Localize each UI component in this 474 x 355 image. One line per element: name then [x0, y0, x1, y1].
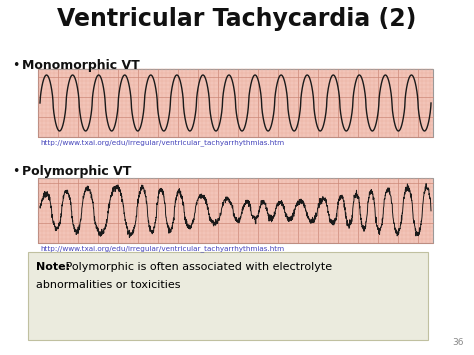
Text: Polymorphic VT: Polymorphic VT [22, 165, 131, 178]
FancyBboxPatch shape [38, 69, 433, 137]
Text: http://www.txai.org/edu/irregular/ventricular_tachyarrhythmias.htm: http://www.txai.org/edu/irregular/ventri… [40, 139, 284, 146]
FancyBboxPatch shape [38, 178, 433, 243]
Text: 36: 36 [453, 338, 464, 347]
Text: abnormalities or toxicities: abnormalities or toxicities [36, 280, 181, 290]
Text: Note:: Note: [36, 262, 70, 272]
Text: Polymorphic is often associated with electrolyte: Polymorphic is often associated with ele… [62, 262, 332, 272]
Text: Monomorphic VT: Monomorphic VT [22, 59, 140, 72]
Text: http://www.txai.org/edu/irregular/ventricular_tachyarrhythmias.htm: http://www.txai.org/edu/irregular/ventri… [40, 245, 284, 252]
Text: •: • [12, 59, 19, 72]
FancyBboxPatch shape [28, 252, 428, 340]
Text: Ventricular Tachycardia (2): Ventricular Tachycardia (2) [57, 7, 417, 31]
Text: •: • [12, 165, 19, 178]
